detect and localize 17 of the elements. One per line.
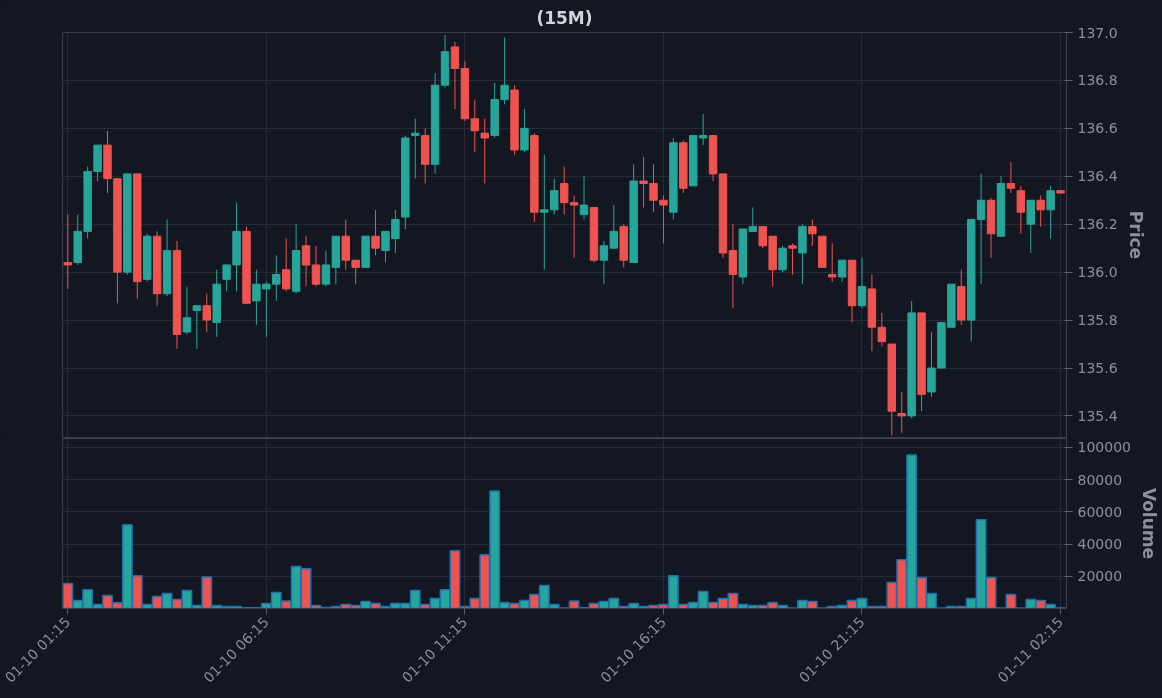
- y-tick-label: 100000: [1077, 439, 1131, 456]
- y-tick-label: 80000: [1077, 471, 1123, 488]
- y-tick-label: 137.0: [1077, 24, 1118, 41]
- y-tick-label: 135.8: [1077, 312, 1118, 329]
- y-tick-label: 136.8: [1077, 72, 1118, 89]
- y-tick-label: 20000: [1077, 568, 1123, 585]
- y-tick-label: 136.2: [1077, 216, 1118, 233]
- y-tick-label: 136.6: [1077, 120, 1118, 137]
- y-tick-label: 135.4: [1077, 407, 1118, 424]
- y-tick-label: 135.6: [1077, 360, 1118, 376]
- chart-title: (15M): [536, 7, 593, 28]
- y-tick-label: 60000: [1077, 503, 1123, 520]
- y-tick-label: 40000: [1077, 536, 1123, 553]
- y-axis-title: Volume: [1138, 487, 1159, 560]
- y-axis-title: Price: [1125, 210, 1146, 260]
- y-tick-label: 136.4: [1077, 168, 1118, 185]
- y-tick-label: 136.0: [1077, 264, 1118, 281]
